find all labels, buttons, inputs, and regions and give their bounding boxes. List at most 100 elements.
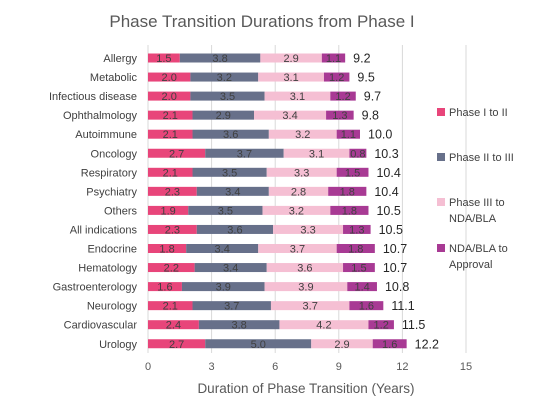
category-label: Infectious disease: [49, 91, 137, 103]
bar-segment: [192, 301, 271, 311]
segment-value-label: 1.2: [329, 72, 344, 84]
total-value-label: 10.7: [383, 261, 407, 275]
bar-segment: [326, 110, 354, 120]
bar-segment: [336, 129, 360, 139]
segment-value-label: 3.4: [223, 263, 238, 275]
segment-value-label: 3.7: [303, 301, 318, 313]
segment-value-label: 2.9: [283, 53, 298, 65]
category-label: Hematology: [78, 263, 137, 275]
segment-value-label: 1.8: [159, 244, 174, 256]
category-label: Psychiatry: [86, 186, 137, 198]
total-value-label: 9.5: [357, 71, 374, 85]
bar-segment: [347, 282, 377, 292]
total-value-label: 10.3: [374, 147, 398, 161]
segment-value-label: 1.8: [340, 186, 355, 198]
bar-segment: [148, 339, 206, 349]
category-label: Urology: [99, 339, 137, 351]
bar-segment: [262, 205, 331, 215]
bar-segment: [266, 263, 344, 273]
legend-label: Phase I to II: [449, 107, 508, 119]
segment-value-label: 2.0: [162, 72, 177, 84]
legend-swatch: [437, 244, 445, 252]
segment-value-label: 3.6: [297, 263, 312, 275]
bar-segment: [268, 186, 329, 196]
segment-value-label: 3.5: [222, 167, 237, 179]
segment-value-label: 2.9: [216, 110, 231, 122]
category-label: Neurology: [87, 301, 138, 313]
segment-value-label: 2.3: [165, 186, 180, 198]
total-value-label: 10.5: [379, 223, 403, 237]
segment-value-label: 1.1: [341, 129, 356, 141]
segment-value-label: 2.1: [163, 129, 178, 141]
bar-segment: [190, 72, 259, 82]
category-label: Allergy: [103, 53, 137, 65]
bar-segment: [148, 129, 193, 139]
bar-segment: [311, 339, 373, 349]
segment-value-label: 1.6: [157, 282, 172, 294]
bar-segment: [368, 320, 394, 330]
total-value-label: 12.2: [415, 337, 439, 351]
bar-segment: [268, 129, 337, 139]
segment-value-label: 1.9: [160, 205, 175, 217]
legend-label: Phase II to III: [449, 152, 514, 164]
bar-segment: [372, 339, 407, 349]
segment-value-label: 2.8: [291, 186, 306, 198]
bar-segment: [148, 301, 193, 311]
bar-segment: [205, 148, 284, 158]
bar-segment: [349, 148, 367, 158]
legend-swatch: [437, 108, 445, 116]
segment-value-label: 2.1: [163, 167, 178, 179]
segment-value-label: 3.7: [224, 301, 239, 313]
total-value-label: 11.5: [402, 318, 425, 332]
segment-value-label: 3.4: [282, 110, 297, 122]
segment-value-label: 3.3: [294, 167, 309, 179]
segment-value-label: 1.8: [348, 244, 363, 256]
bar-segment: [330, 205, 369, 215]
segment-value-label: 1.3: [349, 224, 364, 236]
segment-value-label: 1.8: [342, 205, 357, 217]
bar-segment: [273, 224, 344, 234]
total-value-label: 9.2: [353, 52, 370, 66]
bar-segment: [148, 282, 182, 292]
x-tick-label: 9: [336, 361, 342, 373]
total-value-label: 10.8: [385, 280, 409, 294]
bar-segment: [194, 263, 267, 273]
bar-segment: [270, 301, 350, 311]
total-value-label: 10.7: [383, 242, 407, 256]
x-tick-label: 3: [209, 361, 215, 373]
bar-segment: [264, 91, 331, 101]
segment-value-label: 2.2: [164, 263, 179, 275]
legend-swatch: [437, 153, 445, 161]
segment-value-label: 1.3: [332, 110, 347, 122]
segment-value-label: 3.5: [220, 91, 235, 103]
segment-value-label: 3.1: [309, 148, 324, 160]
segment-value-label: 2.0: [162, 91, 177, 103]
segment-value-label: 3.2: [295, 129, 310, 141]
x-tick-label: 0: [145, 361, 151, 373]
x-tick-label: 15: [460, 361, 472, 373]
segment-value-label: 3.4: [215, 244, 230, 256]
legend-swatch: [437, 198, 445, 206]
bar-segment: [188, 205, 263, 215]
x-axis-ticks: 0 3 6 9 12 15: [145, 361, 472, 373]
bar-segment: [330, 91, 356, 101]
x-tick-label: 6: [272, 361, 278, 373]
category-label: Ophthalmology: [63, 110, 137, 122]
bar-segment: [196, 224, 274, 234]
category-label: Metabolic: [90, 72, 138, 84]
category-label: All indications: [70, 224, 138, 236]
bar-segment: [205, 339, 312, 349]
segment-value-label: 0.8: [350, 148, 365, 160]
segment-value-label: 3.8: [232, 320, 247, 332]
bar-segment: [148, 224, 197, 234]
segment-value-label: 1.6: [359, 301, 374, 313]
bars: 1.5 3.8 2.9 1.1 9.2 2.0 3.2 3.1 1.2 9.5 2.0 3.5 3.1 1…: [148, 52, 439, 351]
category-labels: Allergy Metabolic Infectious disease Ophtha…: [49, 53, 138, 351]
bar-segment: [266, 167, 337, 177]
segment-value-label: 3.6: [227, 224, 242, 236]
x-tick-label: 12: [396, 361, 408, 373]
bar-segment: [148, 53, 180, 63]
segment-value-label: 2.9: [334, 339, 349, 351]
